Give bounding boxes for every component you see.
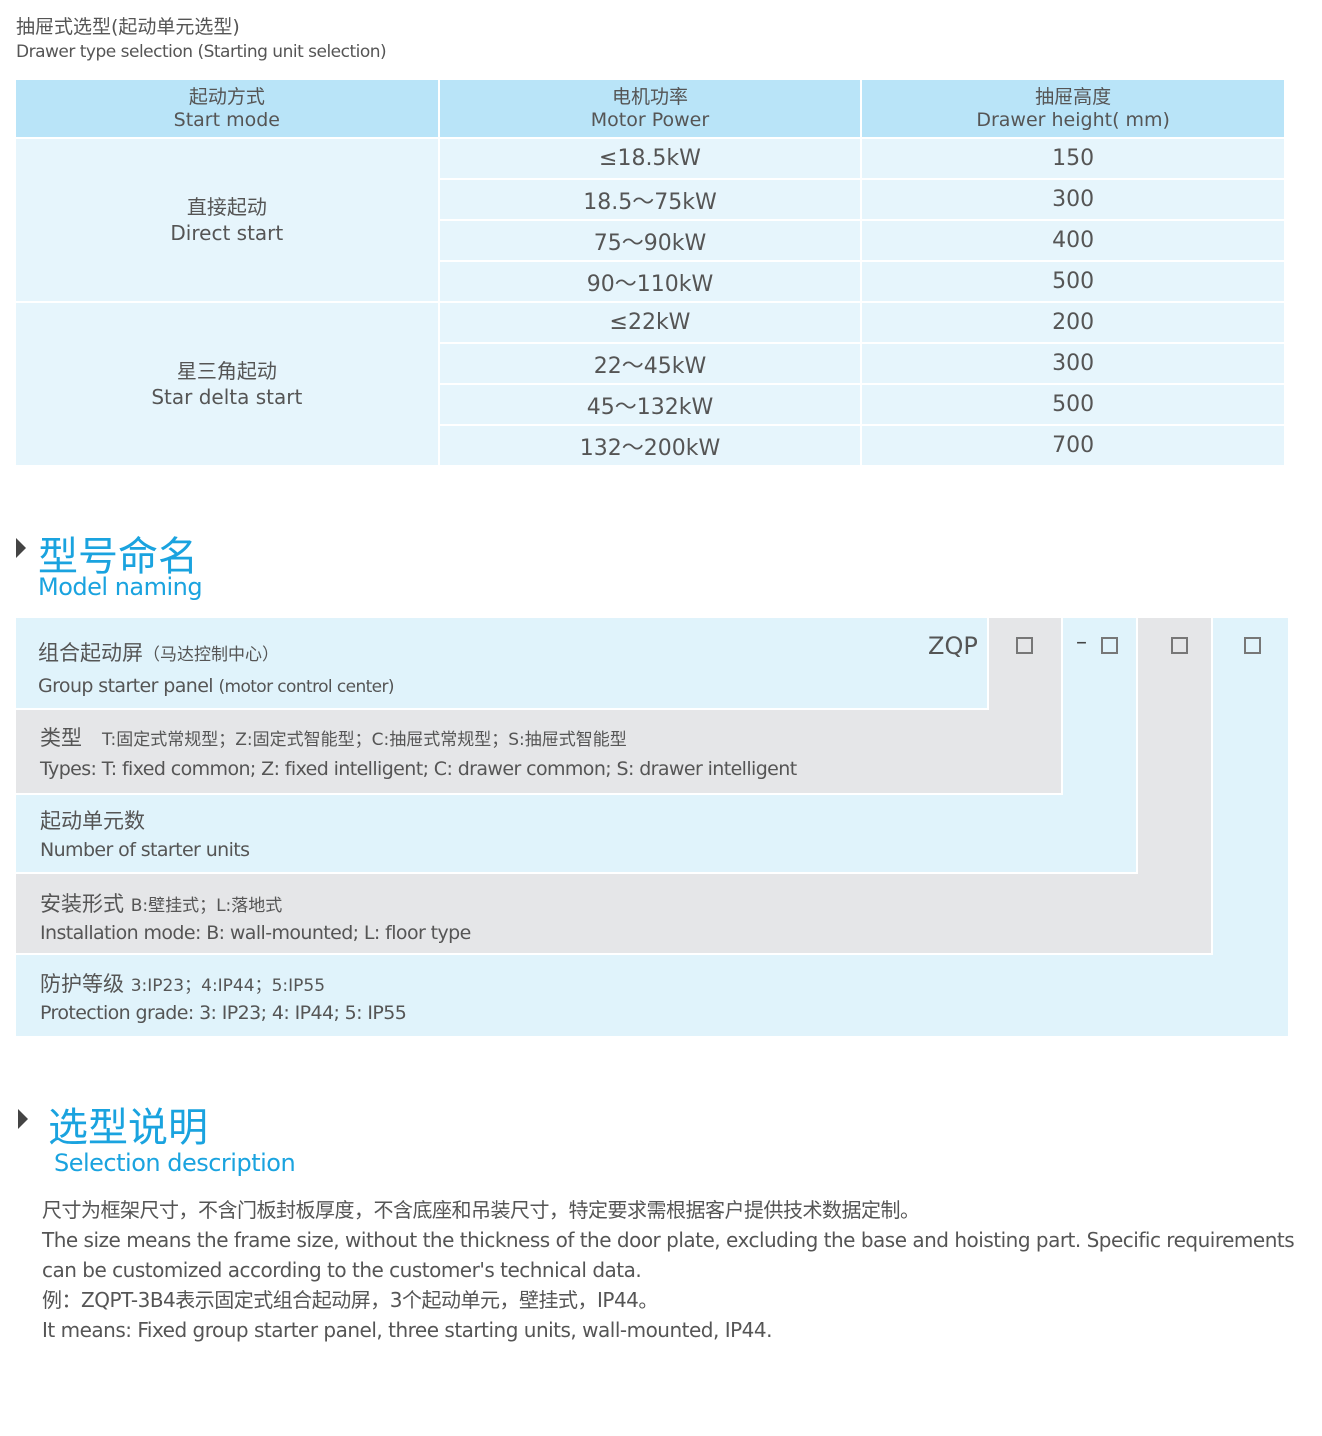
cn: 起动单元数 bbox=[40, 809, 145, 833]
cn-note: （马达控制中心） bbox=[143, 645, 279, 665]
selection-description: 尺寸为框架尺寸，不含门板封板厚度，不含底座和吊装尺寸，特定要求需根据客户提供技术… bbox=[42, 1195, 1302, 1345]
section-arrow-icon bbox=[18, 1109, 28, 1129]
cn: 安装形式 bbox=[40, 892, 124, 916]
drawer-selection-table: 起动方式 Start mode 电机功率 Motor Power 抽屉高度 Drawe… bbox=[16, 80, 1284, 465]
table-row: 90～110kW 500 bbox=[16, 260, 1284, 302]
drawer-height-cell: 300 bbox=[860, 178, 1284, 220]
desc-line: 尺寸为框架尺寸，不含门板封板厚度，不含底座和吊装尺寸，特定要求需根据客户提供技术… bbox=[42, 1198, 920, 1222]
cn: 组合起动屏 bbox=[38, 641, 143, 665]
motor-power-cell: 132～200kW bbox=[437, 424, 862, 465]
drawer-height-cell: 500 bbox=[860, 383, 1284, 425]
drawer-height-cell: 700 bbox=[860, 424, 1284, 465]
table-row: 22～45kW 300 bbox=[16, 342, 1284, 384]
drawer-height-cell: 400 bbox=[860, 219, 1284, 261]
header-en: Start mode bbox=[173, 108, 280, 131]
section-arrow-icon bbox=[16, 538, 26, 558]
protection-square-icon bbox=[1244, 637, 1261, 654]
prefix-zqp: ZQP bbox=[928, 632, 978, 660]
en: Group starter panel bbox=[38, 675, 214, 697]
header-en: Motor Power bbox=[590, 108, 710, 131]
cn-note: T:固定式常规型；Z:固定式智能型；C:抽屉式常规型；S:抽屉式智能型 bbox=[102, 730, 627, 750]
header-drawer-height: 抽屉高度 Drawer height( mm) bbox=[860, 80, 1284, 138]
en: Number of starter units bbox=[40, 839, 250, 861]
table-row: 直接起动 Direct start ≤18.5kW 150 bbox=[16, 137, 1284, 302]
motor-power-cell: 18.5～75kW bbox=[437, 178, 862, 220]
dash: – bbox=[1076, 630, 1087, 655]
motor-power-cell: ≤18.5kW bbox=[437, 137, 862, 179]
mode-cn: 直接起动 bbox=[186, 195, 267, 219]
mode-en: Star delta start bbox=[151, 385, 303, 409]
motor-power-cell: 90～110kW bbox=[437, 260, 862, 302]
drawer-height-cell: 200 bbox=[860, 301, 1284, 343]
row-units: 起动单元数 Number of starter units bbox=[40, 805, 250, 861]
mode-en: Direct start bbox=[170, 221, 284, 245]
units-square-icon bbox=[1101, 637, 1118, 654]
desc-line: The size means the frame size, without t… bbox=[42, 1228, 1295, 1282]
drawer-height-cell: 500 bbox=[860, 260, 1284, 302]
drawer-title-cn: 抽屉式选型(起动单元选型) bbox=[16, 16, 240, 38]
row-installation: 安装形式 B:壁挂式；L:落地式 Installation mode: B: wa… bbox=[40, 888, 471, 944]
header-cn: 抽屉高度 bbox=[1035, 85, 1112, 108]
header-en: Drawer height( mm) bbox=[976, 108, 1170, 131]
table-row: 132～200kW 700 bbox=[16, 424, 1284, 465]
model-title-en: Model naming bbox=[38, 573, 203, 601]
header-start-mode: 起动方式 Start mode bbox=[16, 80, 439, 138]
motor-power-cell: 22～45kW bbox=[437, 342, 862, 384]
header-cn: 电机功率 bbox=[611, 85, 688, 108]
en: Protection grade: 3: IP23; 4: IP44; 5: I… bbox=[40, 1002, 407, 1024]
row-protection: 防护等级 3:IP23；4:IP44；5:IP55 Protection grad… bbox=[40, 968, 407, 1024]
table-header: 起动方式 Start mode 电机功率 Motor Power 抽屉高度 Drawe… bbox=[16, 80, 1284, 138]
row-type: 类型 T:固定式常规型；Z:固定式智能型；C:抽屉式常规型；S:抽屉式智能型 Ty… bbox=[40, 722, 797, 780]
table-row: 75～90kW 400 bbox=[16, 219, 1284, 261]
motor-power-cell: 75～90kW bbox=[437, 219, 862, 261]
motor-power-cell: ≤22kW bbox=[437, 301, 862, 343]
box-panel bbox=[16, 618, 989, 710]
model-title-cn: 型号命名 bbox=[38, 534, 198, 580]
en: Types: T: fixed common; Z: fixed intelli… bbox=[40, 758, 797, 780]
en-note: (motor control center) bbox=[218, 677, 394, 697]
cn-note: B:壁挂式；L:落地式 bbox=[130, 896, 283, 916]
mode-cn: 星三角起动 bbox=[176, 359, 277, 383]
start-mode-cell: 星三角起动 Star delta start bbox=[16, 301, 439, 465]
installation-square-icon bbox=[1171, 637, 1188, 654]
cn: 类型 bbox=[40, 726, 82, 750]
en: Installation mode: B: wall-mounted; L: f… bbox=[40, 922, 471, 944]
drawer-height-cell: 300 bbox=[860, 342, 1284, 384]
desc-line: 例：ZQPT-3B4表示固定式组合起动屏，3个起动单元，壁挂式，IP44。 bbox=[42, 1288, 658, 1312]
desc-line: It means: Fixed group starter panel, thr… bbox=[42, 1318, 772, 1342]
header-motor-power: 电机功率 Motor Power bbox=[437, 80, 862, 138]
selection-title-en: Selection description bbox=[54, 1149, 296, 1177]
table-row: 18.5～75kW 300 bbox=[16, 178, 1284, 220]
cn: 防护等级 bbox=[40, 972, 124, 996]
table-row: 45～132kW 500 bbox=[16, 383, 1284, 425]
selection-title-cn: 选型说明 bbox=[48, 1105, 208, 1151]
type-square-icon bbox=[1016, 637, 1033, 654]
drawer-height-cell: 150 bbox=[860, 137, 1284, 179]
drawer-title-en: Drawer type selection (Starting unit sel… bbox=[16, 42, 387, 62]
header-cn: 起动方式 bbox=[188, 85, 265, 108]
row-panel: 组合起动屏（马达控制中心） Group starter panel (motor … bbox=[38, 637, 395, 697]
cn-note: 3:IP23；4:IP44；5:IP55 bbox=[130, 976, 326, 996]
table-row: 星三角起动 Star delta start ≤22kW 200 bbox=[16, 301, 1284, 465]
motor-power-cell: 45～132kW bbox=[437, 383, 862, 425]
start-mode-cell: 直接起动 Direct start bbox=[16, 137, 439, 302]
